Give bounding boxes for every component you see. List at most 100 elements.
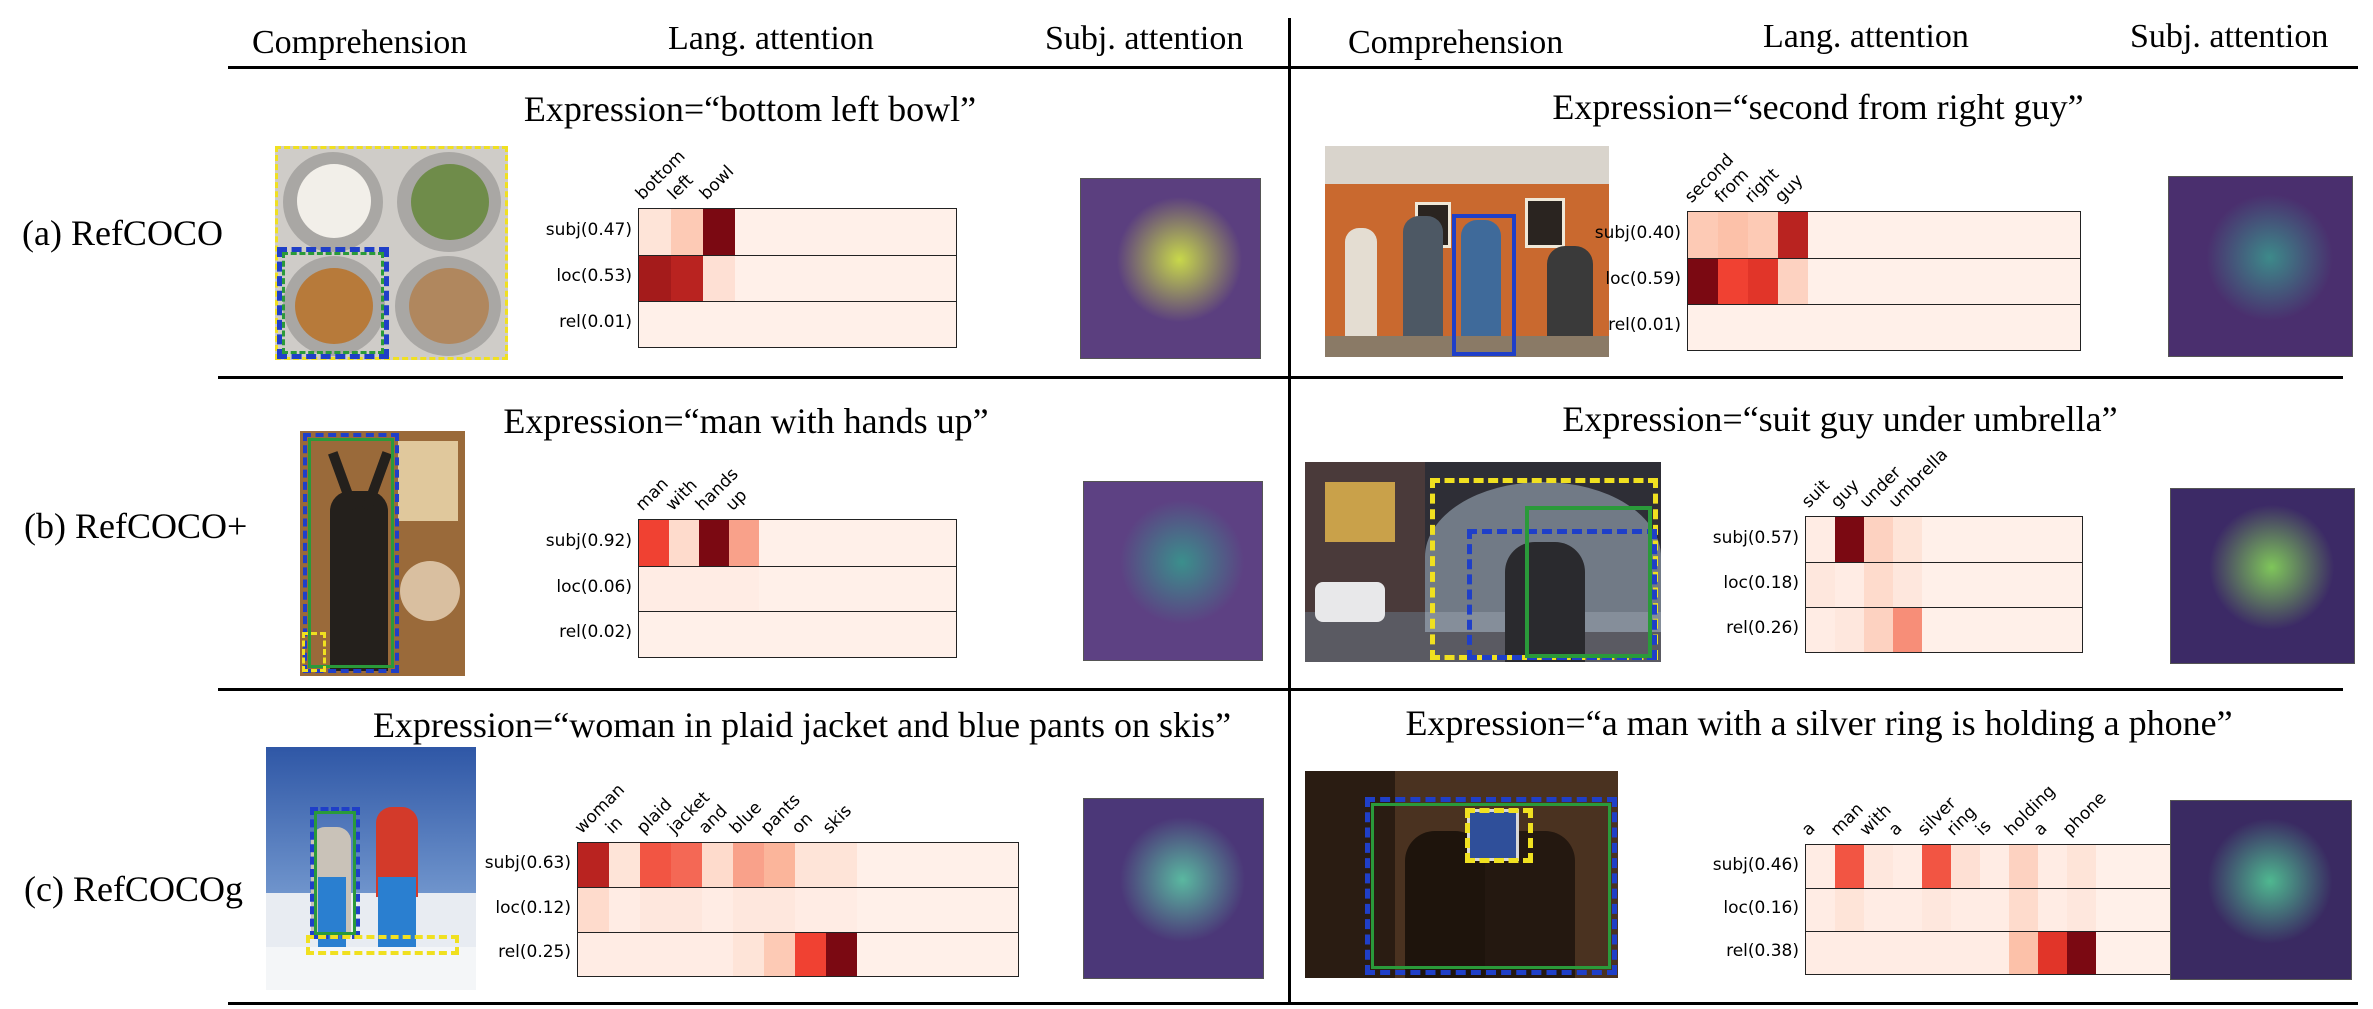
dataset-label-refcocoplus: (b) RefCOCO+ xyxy=(24,506,248,546)
heatmap-row xyxy=(1806,517,2082,562)
heatmap-cell xyxy=(639,302,671,347)
heatmap-cell xyxy=(2038,889,2067,931)
heatmap-cell xyxy=(729,520,759,566)
prediction-box xyxy=(1452,214,1516,356)
heatmap-cell xyxy=(1806,563,1835,607)
heatmap-cell xyxy=(578,888,609,932)
heatmap-cell xyxy=(729,612,759,657)
heatmap-cell xyxy=(1951,845,1980,888)
dataset-label-refcoco: (a) RefCOCO xyxy=(22,213,223,253)
heatmap-row-label: rel(0.01) xyxy=(1608,315,1681,335)
heatmap-cell xyxy=(1893,889,1922,931)
context-box xyxy=(275,146,508,360)
heatmap-cell xyxy=(639,209,671,255)
heatmap-row xyxy=(578,843,1018,888)
bottom-rule xyxy=(228,1002,2358,1005)
heatmap-row xyxy=(639,520,956,566)
heatmap-cell xyxy=(699,612,729,657)
heatmap-cell xyxy=(1806,845,1835,888)
heatmap-cell xyxy=(671,932,702,976)
heatmap-cell xyxy=(1835,889,1864,931)
heatmap-row-label: subj(0.46) xyxy=(1712,854,1799,875)
language-attention-heatmap xyxy=(638,208,957,348)
heatmap-cell xyxy=(1893,845,1922,888)
heatmap-cell xyxy=(2067,845,2096,888)
context-box xyxy=(302,632,326,672)
heatmap-row-label: rel(0.01) xyxy=(559,312,632,332)
heatmap-cell xyxy=(795,843,826,888)
heatmap-cell xyxy=(2009,932,2038,974)
heatmap-row xyxy=(1806,931,2175,974)
context-box xyxy=(306,935,459,955)
heatmap-cell xyxy=(1893,608,1922,652)
heatmap-cell xyxy=(733,843,764,888)
attention-word-label: a xyxy=(2030,818,2052,840)
heatmap-cell xyxy=(826,888,857,932)
attention-word-label: blue xyxy=(725,797,766,838)
heatmap-cell xyxy=(1864,563,1893,607)
expression-text: Expression=“bottom left bowl” xyxy=(523,89,977,129)
heatmap-row-label: rel(0.26) xyxy=(1726,617,1799,638)
expression-text: Expression=“woman in plaid jacket and bl… xyxy=(372,705,1232,745)
heatmap-row xyxy=(1806,607,2082,652)
heatmap-cell xyxy=(1951,932,1980,974)
heatmap-row xyxy=(578,887,1018,932)
heatmap-row-label: subj(0.47) xyxy=(545,220,632,240)
heatmap-cell xyxy=(1835,563,1864,607)
heatmap-row-label: subj(0.40) xyxy=(1594,223,1681,243)
language-attention-heatmap xyxy=(1805,516,2083,653)
heatmap-cell xyxy=(764,888,795,932)
heatmap-row-label: loc(0.06) xyxy=(556,576,632,597)
heatmap-cell xyxy=(1835,517,1864,562)
heatmap-cell xyxy=(2067,932,2096,974)
heatmap-cell xyxy=(1778,212,1808,258)
prediction-box xyxy=(310,807,360,939)
heatmap-cell xyxy=(1806,608,1835,652)
heatmap-row xyxy=(1688,304,2080,350)
heatmap-cell xyxy=(1718,305,1748,350)
heatmap-cell xyxy=(1748,305,1778,350)
heatmap-cell xyxy=(2067,889,2096,931)
context-box xyxy=(1465,808,1533,863)
heatmap-cell xyxy=(609,843,640,888)
heatmap-cell xyxy=(1778,305,1808,350)
heatmap-cell xyxy=(699,520,729,566)
language-attention-heatmap xyxy=(1687,211,2081,351)
heatmap-cell xyxy=(764,843,795,888)
heatmap-row-label: rel(0.02) xyxy=(559,622,632,643)
heatmap-cell xyxy=(639,520,669,566)
heatmap-row xyxy=(1688,212,2080,258)
heatmap-cell xyxy=(669,566,699,612)
heatmap-row-label: subj(0.92) xyxy=(545,530,632,551)
heatmap-cell xyxy=(1980,932,2009,974)
header-subj-attention-left: Subj. attention xyxy=(1045,20,1244,57)
heatmap-cell xyxy=(1922,845,1951,888)
heatmap-cell xyxy=(703,302,735,347)
heatmap-cell xyxy=(1718,259,1748,304)
heatmap-row-label: loc(0.59) xyxy=(1605,269,1681,289)
heatmap-cell xyxy=(703,209,735,255)
heatmap-cell xyxy=(2038,932,2067,974)
heatmap-cell xyxy=(640,843,671,888)
heatmap-cell xyxy=(1835,845,1864,888)
heatmap-cell xyxy=(1864,845,1893,888)
heatmap-cell xyxy=(729,566,759,612)
expression-text: Expression=“man with hands up” xyxy=(503,401,989,441)
prediction-box xyxy=(1365,797,1617,975)
heatmap-row xyxy=(639,255,956,301)
heatmap-cell xyxy=(733,932,764,976)
heatmap-cell xyxy=(1922,889,1951,931)
heatmap-cell xyxy=(795,932,826,976)
subject-attention-map xyxy=(2170,800,2352,980)
heatmap-cell xyxy=(1718,212,1748,258)
heatmap-cell xyxy=(578,843,609,888)
heatmap-row xyxy=(578,931,1018,976)
heatmap-row-label: loc(0.53) xyxy=(556,266,632,286)
header-comprehension-left: Comprehension xyxy=(252,24,468,61)
comprehension-photo xyxy=(300,431,465,676)
heatmap-cell xyxy=(1806,517,1835,562)
header-lang-attention-left: Lang. attention xyxy=(668,20,874,57)
heatmap-row-label: loc(0.12) xyxy=(495,897,571,918)
heatmap-row xyxy=(1688,258,2080,304)
prediction-box xyxy=(303,433,399,673)
